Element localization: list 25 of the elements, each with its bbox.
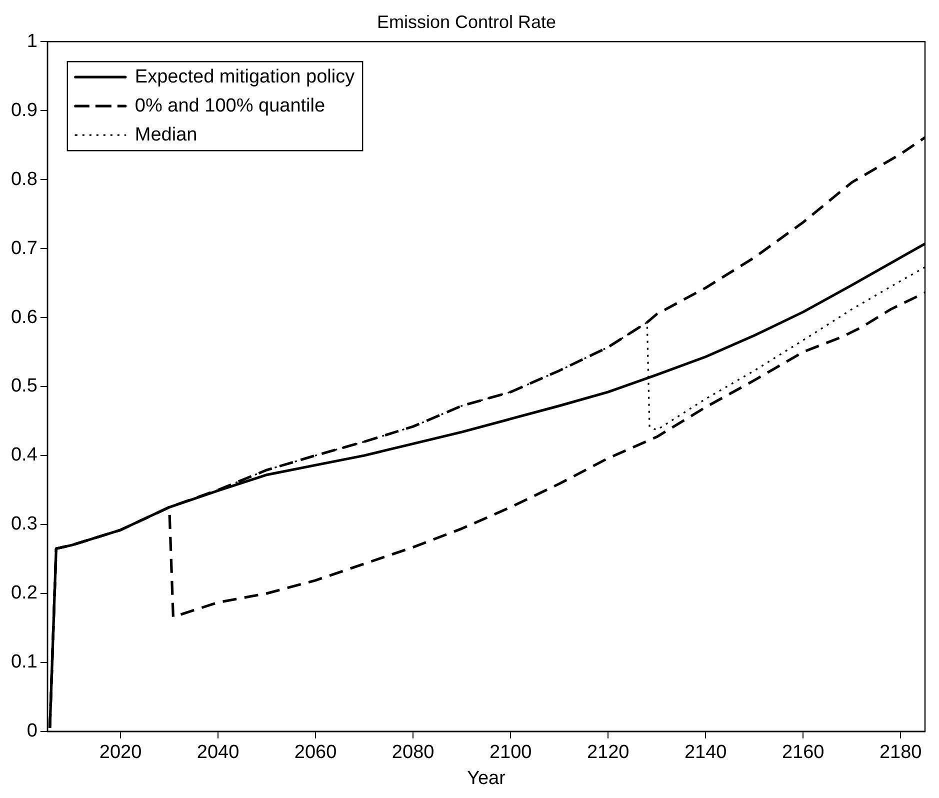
y-tick-label: 0.5 [10, 376, 38, 397]
y-tick-label: 1 [26, 30, 38, 52]
y-tick-label: 0.7 [10, 238, 38, 259]
x-tick-label: 2060 [294, 742, 337, 764]
x-axis-title: Year [467, 768, 506, 789]
x-tick-label: 2140 [684, 742, 727, 764]
legend-label: Expected mitigation policy [134, 66, 356, 88]
x-tick-label: 2160 [782, 742, 824, 764]
x-tick-label: 2180 [879, 742, 922, 764]
y-tick-label: 0.3 [10, 514, 38, 535]
legend-label: 0% and 100% quantile [134, 95, 326, 116]
y-tick-label: 0.4 [10, 444, 38, 466]
y-tick-label: 0.8 [10, 168, 38, 190]
x-tick-label: 2040 [196, 742, 240, 764]
y-tick-label: 0 [26, 720, 38, 742]
y-tick-label: 0.2 [10, 582, 38, 604]
x-tick-label: 2100 [489, 742, 532, 764]
x-tick-label: 2120 [586, 742, 630, 764]
y-tick-label: 0.1 [10, 652, 38, 673]
y-tick-label: 0.9 [10, 100, 38, 121]
y-tick-label: 0.6 [10, 306, 38, 328]
legend-label: Median [134, 124, 198, 146]
x-tick-label: 2080 [392, 742, 434, 764]
x-tick-label: 2020 [99, 742, 142, 764]
chart-title: Emission Control Rate [376, 12, 556, 32]
